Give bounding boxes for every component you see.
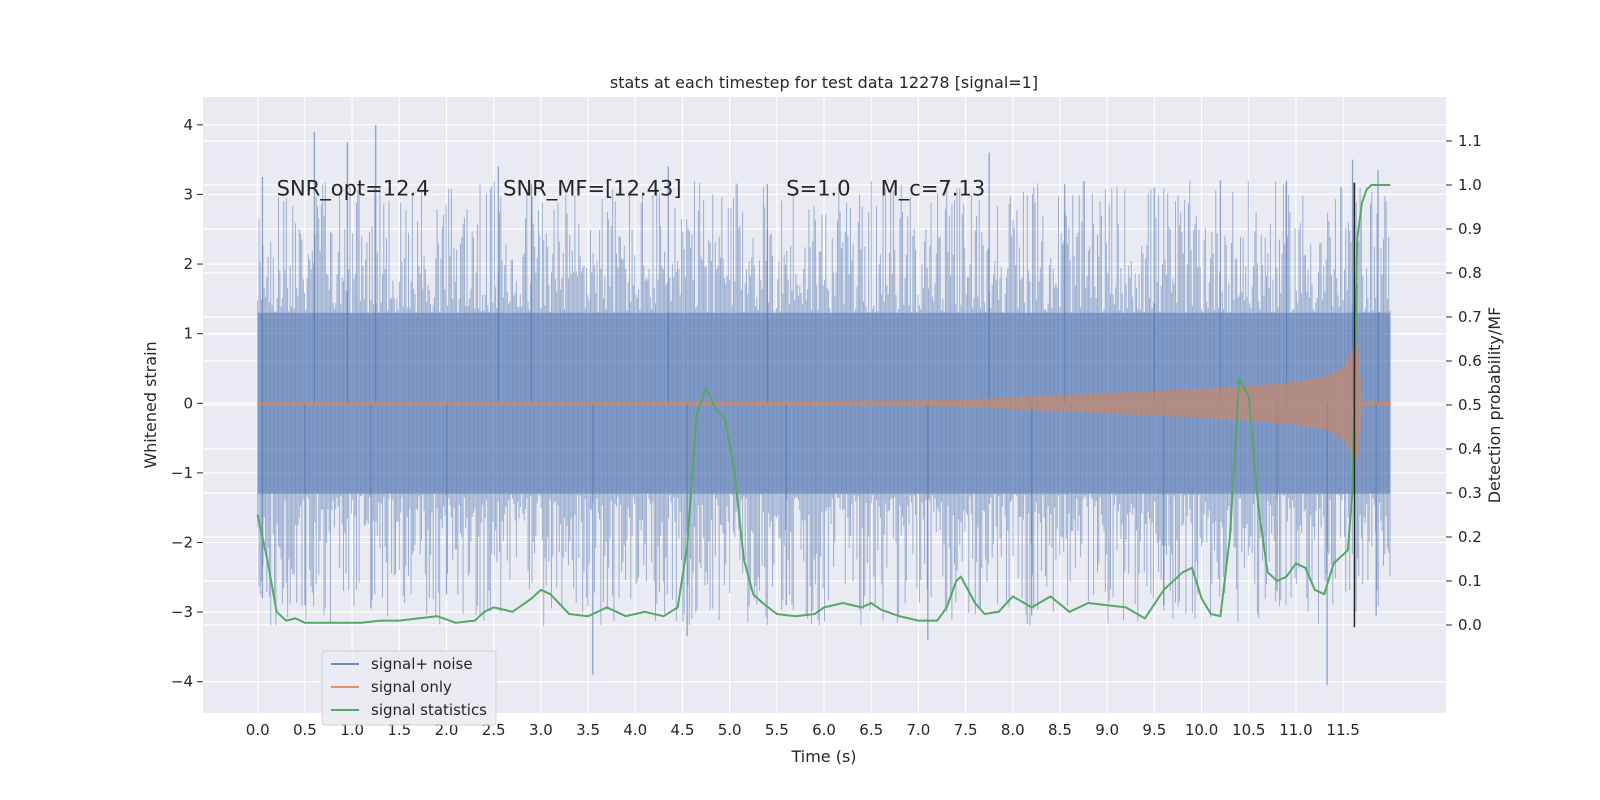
x-tick-label: 9.5: [1142, 721, 1166, 739]
annotation-text: SNR_MF=[12.43]: [503, 176, 681, 201]
x-tick-label: 3.5: [576, 721, 600, 739]
x-tick-label: 6.0: [812, 721, 836, 739]
x-tick-label: 6.5: [859, 721, 883, 739]
y-right-tick-label: 0.4: [1458, 440, 1482, 458]
y-left-tick-label: 4: [183, 116, 193, 134]
signal-statistics-line: [256, 184, 1391, 624]
y-right-tick-label: 1.1: [1458, 132, 1482, 150]
x-tick-label: 4.0: [623, 721, 647, 739]
y-left-tick-label: 1: [183, 325, 193, 343]
y-axis-left-label: Whitened strain: [141, 341, 160, 468]
legend-box: [321, 650, 497, 726]
y-right-tick-label: 0.7: [1458, 308, 1482, 326]
legend-label-signal-statistics: signal statistics: [371, 701, 487, 719]
annotations: SNR_opt=12.4 SNR_MF=[12.43] S=1.0 M_c=7.13: [277, 176, 986, 201]
chart-title: stats at each timestep for test data 122…: [610, 73, 1038, 92]
annotation-text: M_c=7.13: [881, 176, 986, 201]
x-tick-label: 8.0: [1001, 721, 1025, 739]
x-tick-label: 5.0: [718, 721, 742, 739]
x-axis-label: Time (s): [790, 747, 856, 766]
x-tick-label: 11.0: [1279, 721, 1312, 739]
y-left-tick-label: −3: [171, 603, 193, 621]
x-tick-label: 9.0: [1095, 721, 1119, 739]
y-right-tick-label: 0.9: [1458, 220, 1482, 238]
x-axis: 0.0 0.5 1.0 1.5 2.0 2.5 3.0 3.5 4.0 4.5 5.0 5.5 6.0 6…: [246, 721, 1360, 739]
annotation-text: S=1.0: [786, 176, 850, 200]
legend: signal+ noise signal only signal statist…: [321, 650, 497, 726]
y-right-tick-label: 0.0: [1458, 616, 1482, 634]
x-tick-label: 10.0: [1185, 721, 1218, 739]
annotation-text: SNR_opt=12.4: [277, 176, 430, 201]
x-tick-label: 7.0: [906, 721, 930, 739]
x-tick-label: 7.5: [954, 721, 978, 739]
signal-only-line: [257, 342, 1391, 464]
x-tick-label: 3.0: [529, 721, 553, 739]
x-tick-label: 11.5: [1326, 721, 1359, 739]
x-tick-label: 0.0: [246, 721, 270, 739]
y-left-tick-label: −4: [171, 673, 193, 691]
y-right-tick-label: 0.5: [1458, 396, 1482, 414]
y-left-tick-label: 2: [183, 255, 193, 273]
y-right-tick-label: 0.3: [1458, 484, 1482, 502]
y-right-tick-label: 0.2: [1458, 528, 1482, 546]
legend-label-signal-only: signal only: [371, 678, 452, 696]
y-axis-right: 0.0 0.1 0.2 0.3 0.4 0.5 0.6 0.7 0.8 0.9 1.0 1.1: [1446, 132, 1482, 634]
x-tick-label: 4.5: [671, 721, 695, 739]
x-tick-label: 5.5: [765, 721, 789, 739]
x-tick-label: 8.5: [1048, 721, 1072, 739]
y-axis-left: −4 −3 −2 −1 0 1 2 3 4: [171, 116, 203, 691]
y-left-tick-label: 0: [183, 394, 193, 412]
x-tick-label: 0.5: [293, 721, 317, 739]
y-axis-right-label: Detection probability/MF: [1485, 307, 1504, 504]
y-right-tick-label: 0.6: [1458, 352, 1482, 370]
y-right-tick-label: 1.0: [1458, 176, 1482, 194]
signal-statistics-series: [256, 184, 1391, 624]
legend-label-signal-plus-noise: signal+ noise: [371, 655, 473, 673]
y-right-tick-label: 0.1: [1458, 572, 1482, 590]
y-left-tick-label: −1: [171, 464, 193, 482]
y-left-tick-label: −2: [171, 533, 193, 551]
y-left-tick-label: 3: [183, 185, 193, 203]
y-right-tick-label: 0.8: [1458, 264, 1482, 282]
x-tick-label: 10.5: [1232, 721, 1265, 739]
signal-only-series: [257, 342, 1391, 464]
